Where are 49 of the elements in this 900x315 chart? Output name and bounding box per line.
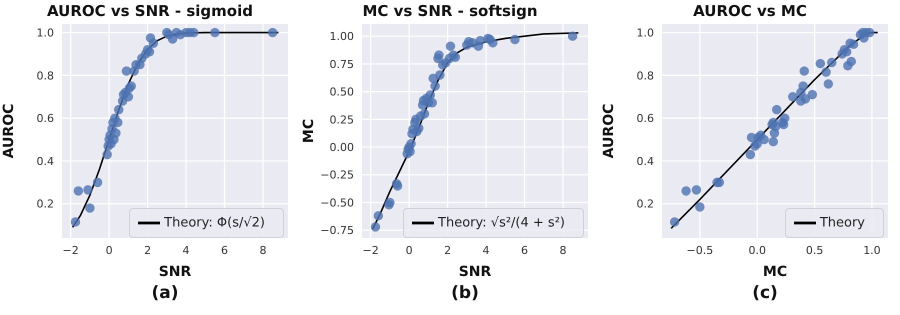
legend-label: Theory: √s²/(4 + s²) [438, 216, 565, 231]
y-tick-label: 1.00 [330, 30, 354, 44]
text: (b) [450, 282, 480, 305]
x-tick-label: 2 [144, 244, 152, 257]
x-tick-label: 8 [559, 244, 566, 257]
y-axis-title: AUROC [0, 104, 17, 158]
chart-title: MC vs SNR - softsign [361, 1, 539, 22]
y-tick-label: 0.8 [36, 69, 54, 82]
x-axis-title: MC [762, 264, 788, 280]
x-tick-label: 0.0 [748, 244, 766, 257]
chart-title: AUROC vs SNR - sigmoid [46, 1, 254, 22]
x-tick-label: 8 [259, 244, 266, 257]
x-tick-label: 6 [221, 244, 228, 257]
y-tick-label: 0.00 [330, 140, 354, 154]
x-tick-label: −0.5 [686, 244, 714, 257]
x-tick-label: −2 [62, 244, 79, 257]
x-tick-label: −2 [362, 244, 379, 257]
x-tick-label: 2 [444, 244, 452, 257]
y-tick-label: −0.50 [320, 196, 354, 210]
y-tick-label: 0.6 [636, 112, 654, 126]
y-tick-label: 0.8 [636, 69, 654, 82]
y-tick-label: −0.75 [320, 224, 354, 238]
x-tick-label: 4 [182, 244, 190, 257]
x-tick-label: 0 [406, 244, 413, 257]
y-tick-label: 0.50 [330, 86, 354, 99]
x-tick-label: 6 [521, 244, 528, 257]
y-tick-label: 0.25 [330, 113, 354, 126]
y-axis-title: MC [300, 118, 317, 144]
legend-label: Theory [820, 216, 865, 231]
x-tick-label: 1.0 [863, 244, 881, 257]
y-tick-label: 0.75 [330, 58, 354, 71]
y-tick-label: −0.25 [320, 168, 354, 182]
y-tick-label: 1.0 [36, 26, 54, 40]
x-axis-title: SNR [158, 264, 192, 280]
x-tick-label: 0 [106, 244, 113, 257]
y-tick-label: 0.6 [36, 112, 54, 126]
y-tick-label: 0.4 [636, 154, 654, 168]
x-tick-label: 0.5 [806, 244, 824, 257]
x-tick-label: 4 [482, 244, 490, 257]
text: (c) [751, 282, 779, 305]
y-tick-label: 0.2 [36, 198, 54, 211]
y-tick-label: 0.4 [36, 154, 54, 168]
y-tick-label: 1.0 [636, 26, 654, 40]
y-tick-label: 0.2 [636, 198, 654, 211]
text: (a) [150, 282, 180, 305]
x-axis-title: SNR [458, 264, 492, 280]
legend-label: Theory: Φ(s/√2) [164, 216, 265, 231]
y-axis-title: AUROC [600, 104, 617, 158]
chart-title: AUROC vs MC [692, 1, 808, 22]
